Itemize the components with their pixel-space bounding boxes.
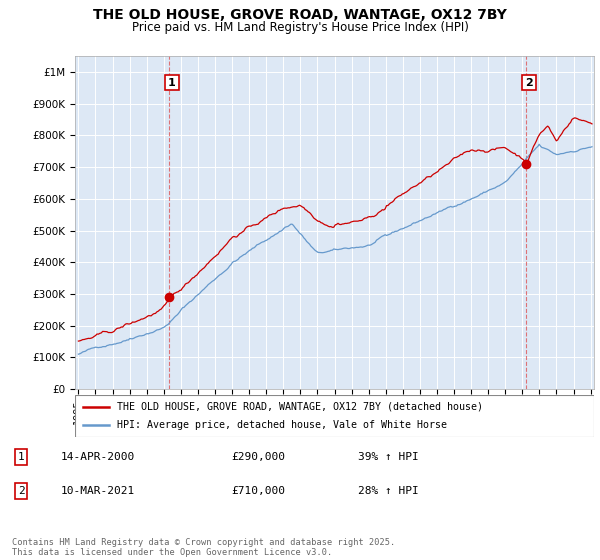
Text: 1: 1: [18, 452, 25, 462]
Text: 1: 1: [168, 78, 176, 88]
Text: Price paid vs. HM Land Registry's House Price Index (HPI): Price paid vs. HM Land Registry's House …: [131, 21, 469, 34]
Text: THE OLD HOUSE, GROVE ROAD, WANTAGE, OX12 7BY: THE OLD HOUSE, GROVE ROAD, WANTAGE, OX12…: [93, 8, 507, 22]
Text: £710,000: £710,000: [231, 486, 285, 496]
Text: 39% ↑ HPI: 39% ↑ HPI: [358, 452, 418, 462]
Text: 2: 2: [525, 78, 533, 88]
Text: THE OLD HOUSE, GROVE ROAD, WANTAGE, OX12 7BY (detached house): THE OLD HOUSE, GROVE ROAD, WANTAGE, OX12…: [116, 402, 482, 412]
Text: 14-APR-2000: 14-APR-2000: [61, 452, 135, 462]
Text: Contains HM Land Registry data © Crown copyright and database right 2025.
This d: Contains HM Land Registry data © Crown c…: [12, 538, 395, 557]
Text: 2: 2: [18, 486, 25, 496]
Text: £290,000: £290,000: [231, 452, 285, 462]
Text: HPI: Average price, detached house, Vale of White Horse: HPI: Average price, detached house, Vale…: [116, 420, 446, 430]
Text: 10-MAR-2021: 10-MAR-2021: [61, 486, 135, 496]
Text: 28% ↑ HPI: 28% ↑ HPI: [358, 486, 418, 496]
